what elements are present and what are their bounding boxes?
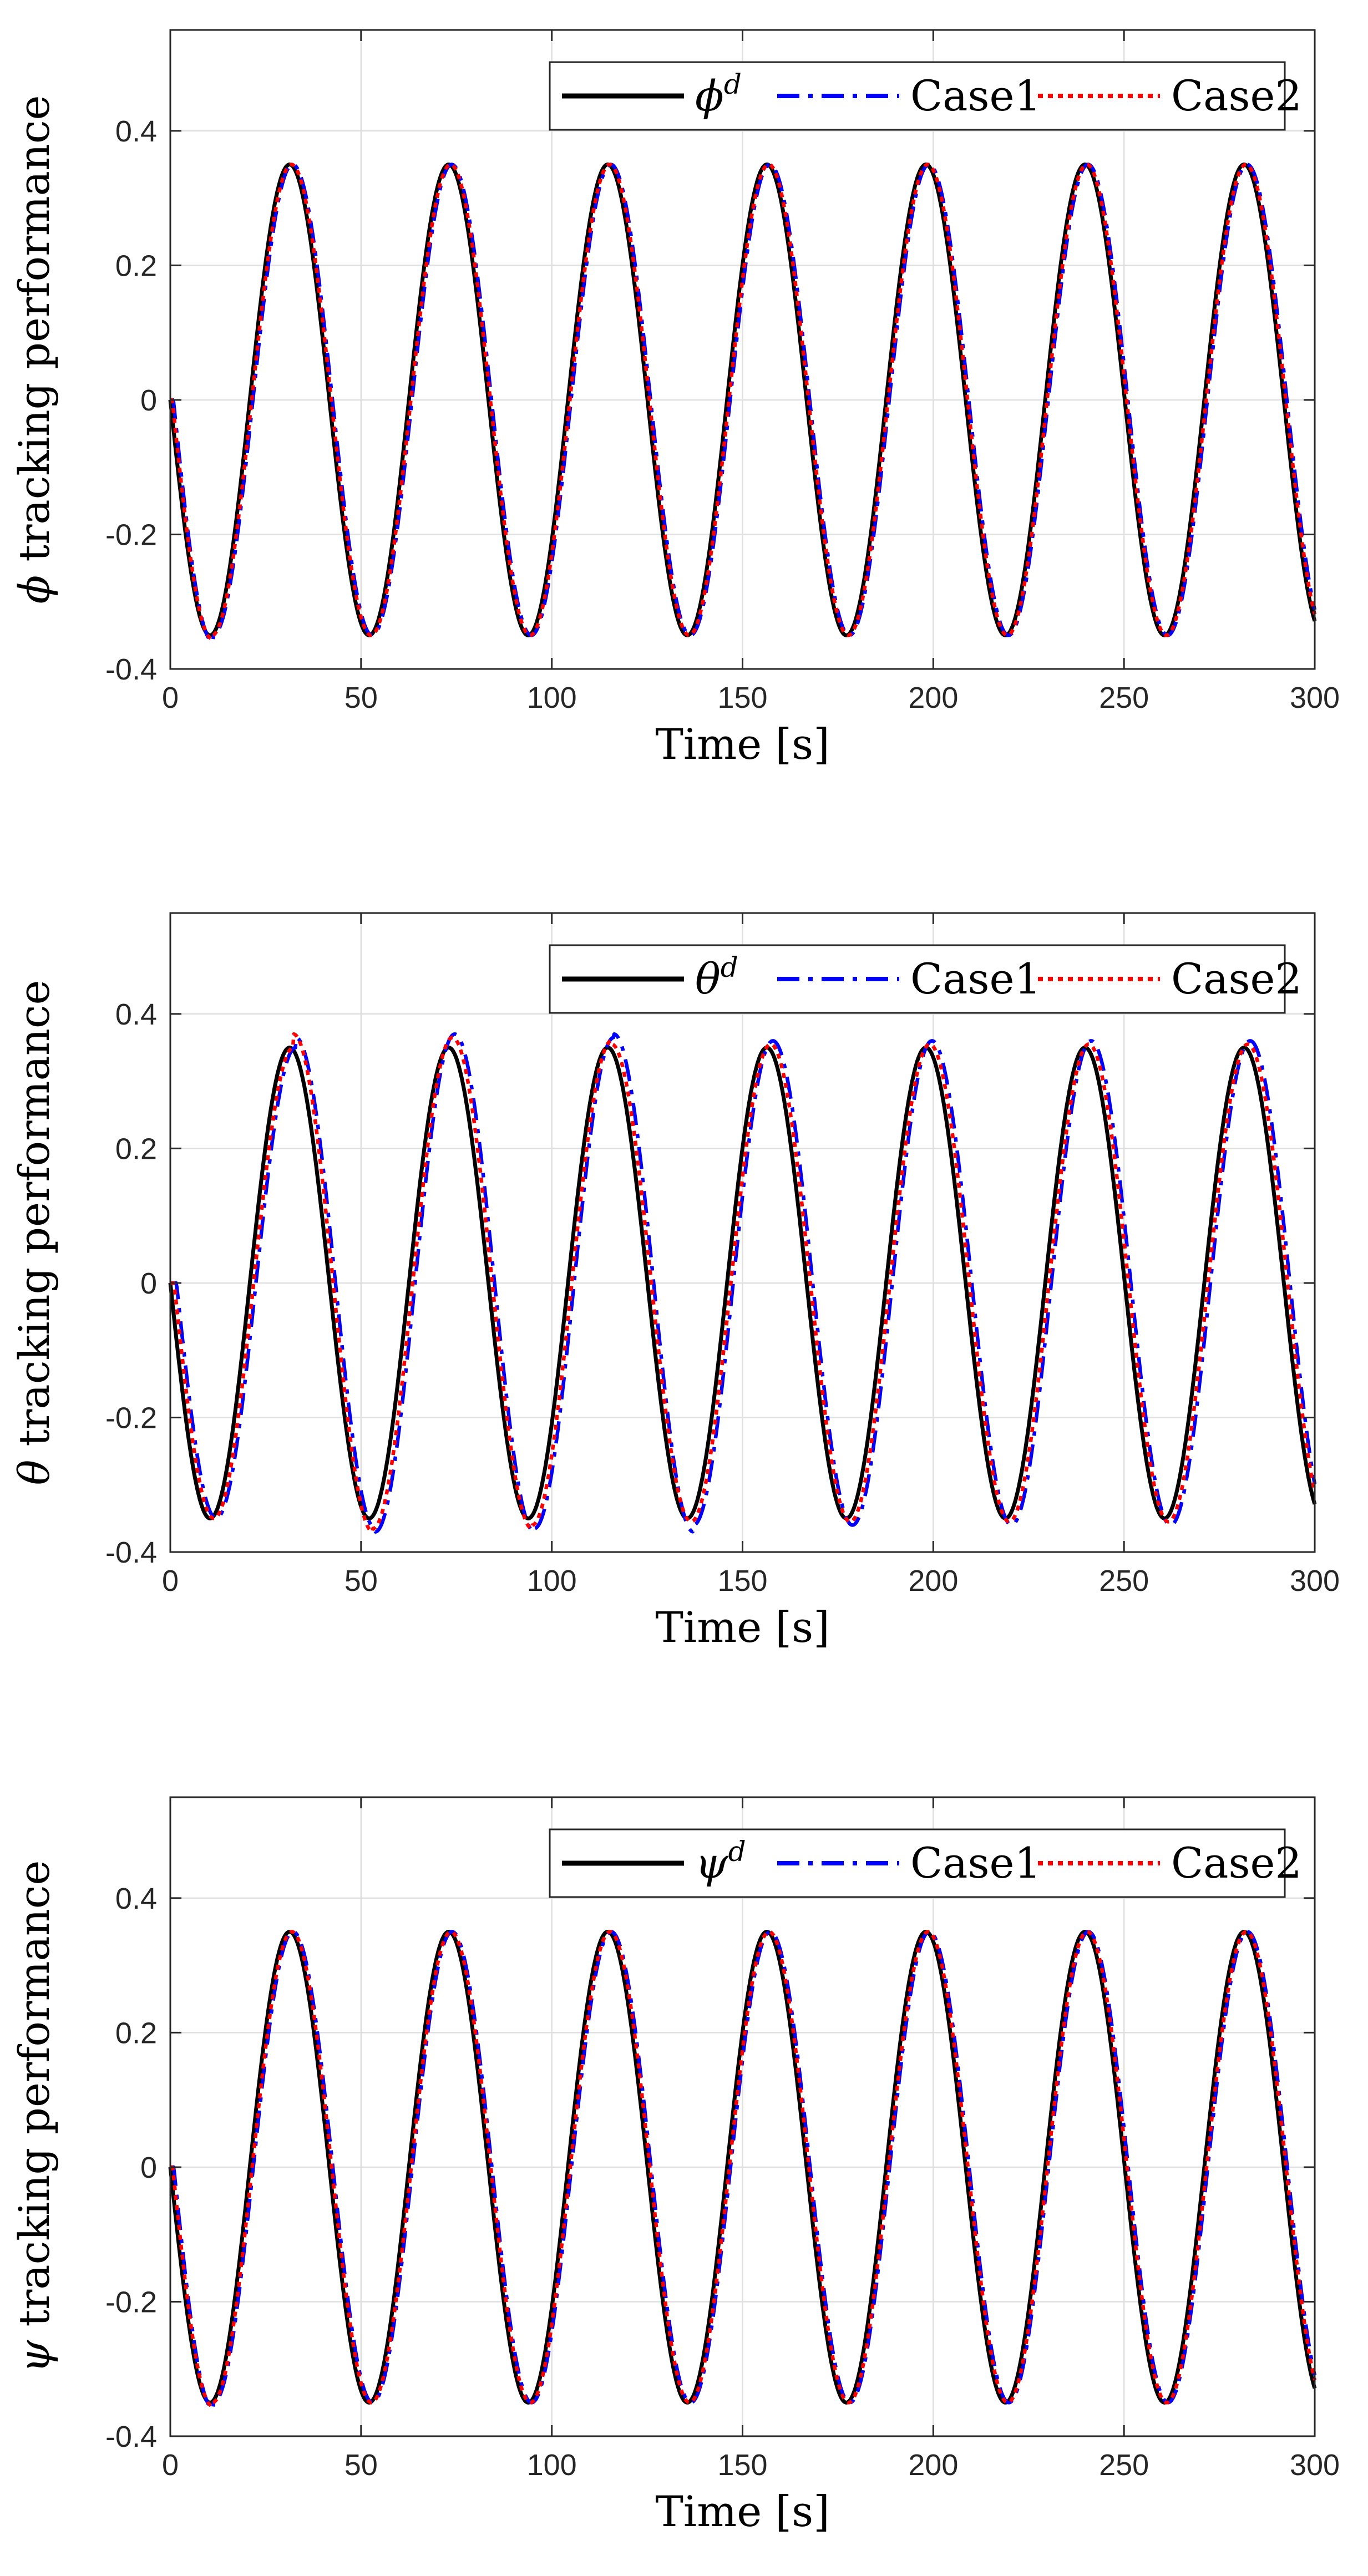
- y-tick-label: -0.2: [105, 2285, 157, 2319]
- x-tick-label: 150: [717, 1564, 767, 1598]
- legend: ϕd Case1 Case2: [549, 61, 1302, 131]
- y-tick-label: -0.4: [105, 2420, 157, 2453]
- legend-label-2: Case1: [910, 1838, 1041, 1888]
- legend-label-3: Case2: [1171, 1838, 1302, 1888]
- y-axis-label-symbol: θ: [9, 1460, 59, 1485]
- y-axis-label-text: tracking performance: [9, 1860, 59, 2340]
- legend-label-3: Case2: [1171, 71, 1302, 120]
- x-tick-label: 300: [1290, 2448, 1340, 2482]
- y-tick-label: 0.4: [115, 115, 157, 148]
- legend-text: Case2: [1171, 954, 1302, 1003]
- y-tick-label: 0.2: [115, 249, 157, 282]
- x-tick-label: 50: [344, 681, 378, 714]
- x-axis-label: Time [s]: [655, 1603, 830, 1652]
- x-tick-label: 0: [162, 1564, 179, 1598]
- legend-symbol: ψ: [695, 1838, 729, 1888]
- y-axis-label-symbol: ϕ: [9, 575, 59, 604]
- x-tick-label: 50: [344, 1564, 378, 1598]
- legend-superscript: d: [721, 951, 738, 983]
- series-line-case2: [169, 1930, 1317, 2408]
- y-tick-label: 0.2: [115, 1132, 157, 1165]
- x-axis-label: Time [s]: [655, 719, 830, 769]
- legend-text: Case2: [1171, 71, 1302, 120]
- x-tick-label: 300: [1290, 1564, 1340, 1598]
- series-line--d: [168, 163, 1317, 637]
- legend: θd Case1 Case2: [549, 944, 1302, 1014]
- chart-panel-2: 0 50 100 150 200 250 300 -0.4 -0.2 0 0.2 0.4 Time [s…: [9, 912, 1340, 1652]
- legend-label-2: Case1: [910, 954, 1041, 1003]
- y-axis-label: θ tracking performance: [9, 980, 59, 1485]
- y-axis-label: ψ tracking performance: [9, 1860, 59, 2374]
- legend-text: Case1: [910, 71, 1041, 120]
- x-tick-label: 0: [162, 2448, 179, 2482]
- legend: ψd Case1 Case2: [549, 1828, 1302, 1898]
- y-tick-label: 0: [140, 384, 157, 417]
- x-tick-label: 0: [162, 681, 179, 714]
- chart-panel-1: 0 50 100 150 200 250 300 -0.4 -0.2 0 0.2 0.4 Time [s…: [9, 29, 1340, 769]
- chart-panel-3: 0 50 100 150 200 250 300 -0.4 -0.2 0 0.2 0.4 Time [s…: [9, 1796, 1340, 2536]
- y-axis-label-symbol: ψ: [9, 2339, 59, 2373]
- x-tick-label: 100: [527, 681, 577, 714]
- y-tick-label: 0.4: [115, 1882, 157, 1915]
- legend-superscript: d: [728, 1835, 746, 1868]
- legend-symbol: θ: [695, 954, 721, 1003]
- y-tick-label: -0.4: [105, 653, 157, 686]
- y-tick-label: 0.2: [115, 2016, 157, 2050]
- series-line-case1: [169, 1032, 1317, 1534]
- series-line-case2: [169, 163, 1317, 641]
- x-tick-label: 200: [908, 2448, 958, 2482]
- x-tick-label: 100: [527, 2448, 577, 2482]
- y-axis-label: ϕ tracking performance: [9, 95, 59, 604]
- y-axis-label-text: tracking performance: [9, 980, 59, 1460]
- x-axis-label: Time [s]: [655, 2487, 830, 2536]
- y-tick-label: -0.2: [105, 518, 157, 551]
- y-axis-label-text: tracking performance: [9, 95, 59, 575]
- legend-label-1: ϕd: [695, 68, 742, 120]
- x-tick-label: 250: [1099, 2448, 1149, 2482]
- legend-label-2: Case1: [910, 71, 1041, 120]
- y-tick-label: 0.4: [115, 998, 157, 1031]
- y-tick-label: -0.4: [105, 1536, 157, 1569]
- x-tick-label: 150: [717, 681, 767, 714]
- legend-symbol: ϕ: [695, 71, 724, 120]
- y-tick-label: -0.2: [105, 1401, 157, 1434]
- x-tick-label: 200: [908, 1564, 958, 1598]
- x-tick-label: 200: [908, 681, 958, 714]
- legend-label-3: Case2: [1171, 954, 1302, 1003]
- series-line--d: [168, 1930, 1317, 2405]
- legend-label-1: θd: [695, 951, 738, 1003]
- legend-superscript: d: [724, 68, 742, 100]
- y-tick-label: 0: [140, 1267, 157, 1300]
- legend-text: Case1: [910, 1838, 1041, 1888]
- x-tick-label: 300: [1290, 681, 1340, 714]
- legend-text: Case1: [910, 954, 1041, 1003]
- x-tick-label: 150: [717, 2448, 767, 2482]
- x-tick-label: 50: [344, 2448, 378, 2482]
- y-tick-label: 0: [140, 2151, 157, 2184]
- x-tick-label: 250: [1099, 1564, 1149, 1598]
- legend-text: Case2: [1171, 1838, 1302, 1888]
- x-tick-label: 100: [527, 1564, 577, 1598]
- x-tick-label: 250: [1099, 681, 1149, 714]
- legend-label-1: ψd: [695, 1835, 746, 1888]
